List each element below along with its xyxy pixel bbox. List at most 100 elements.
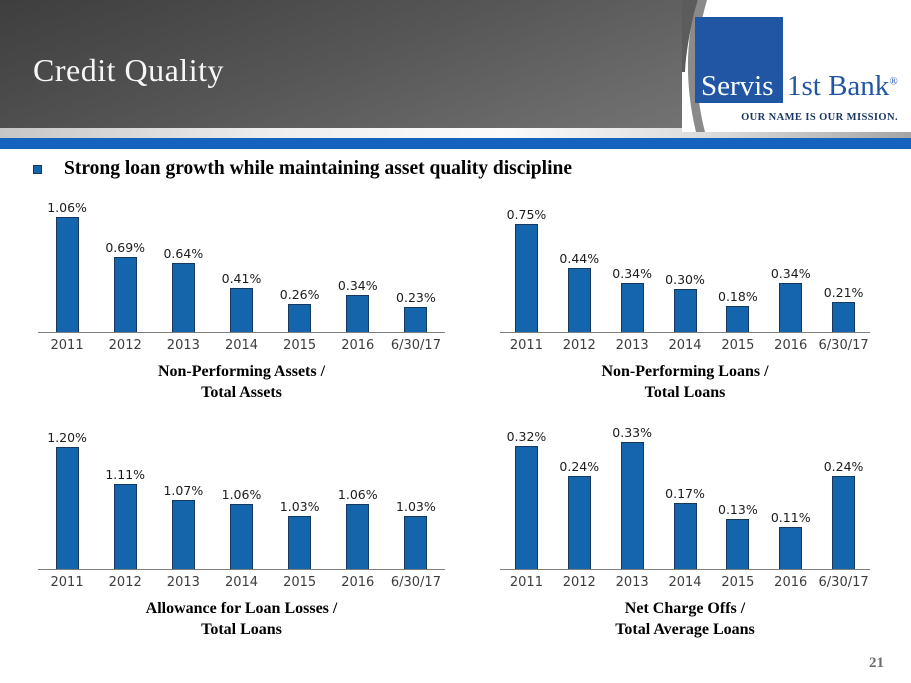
x-axis-tick-label: 2014 <box>668 338 702 353</box>
chart-title: Net Charge Offs / Total Average Loans <box>615 600 755 638</box>
bar-value-label: 1.11% <box>105 466 146 482</box>
bar-column: 0.64% <box>154 246 212 332</box>
bar-column: 0.24% <box>817 459 870 569</box>
bar <box>288 516 312 569</box>
logo-text-servis: Servis <box>701 70 774 102</box>
plot-area: 0.75% 0.44% 0.34% 0.30% 0.18% 0.34% 0.21% <box>500 196 870 333</box>
bar <box>567 476 591 569</box>
bar-value-label: 0.64% <box>163 245 204 261</box>
logo-tagline: OUR NAME IS OUR MISSION. <box>741 112 898 123</box>
x-axis-tick-label: 2011 <box>509 338 543 353</box>
bar-column: 0.18% <box>711 289 764 332</box>
bar <box>620 441 644 569</box>
chart-non-performing-assets: 1.06% 0.69% 0.64% 0.41% 0.26% 0.34% 0.23% 2011… <box>38 196 445 404</box>
x-axis-tick-label: 2012 <box>108 575 142 590</box>
x-axis-tick-label: 2012 <box>562 338 596 353</box>
bar-value-label: 0.11% <box>770 509 811 525</box>
bar <box>726 306 750 332</box>
bar-value-label: 0.23% <box>396 290 436 306</box>
bar <box>404 516 428 569</box>
page-title: Credit Quality <box>33 52 224 88</box>
bar <box>514 223 538 332</box>
bar-value-label: 1.06% <box>337 487 378 502</box>
bar-column: 1.06% <box>212 487 270 569</box>
registered-trademark-icon: ® <box>889 75 898 88</box>
bar <box>113 483 137 569</box>
bar-value-label: 0.34% <box>612 265 652 281</box>
x-axis: 2011 2012 2013 2014 2015 2016 6/30/17 <box>500 333 870 353</box>
bar-column: 0.17% <box>659 486 712 569</box>
bar-value-label: 0.18% <box>718 289 758 304</box>
bar-column: 0.32% <box>500 429 553 569</box>
header-accent-bar <box>0 138 911 149</box>
bar-value-label: 1.07% <box>163 482 204 498</box>
bar-column: 0.34% <box>329 278 387 332</box>
logo-swoosh-icon <box>682 0 707 132</box>
bar <box>779 282 803 332</box>
bar-column: 0.13% <box>711 502 764 569</box>
bar-column: 1.11% <box>96 467 154 569</box>
x-axis-tick-label: 2011 <box>509 575 543 590</box>
bar <box>567 268 591 332</box>
bar-value-label: 0.26% <box>279 286 320 302</box>
bullet-row: Strong loan growth while maintaining ass… <box>33 158 572 180</box>
bar-column: 0.30% <box>659 272 712 332</box>
chart-title: Allowance for Loan Losses / Total Loans <box>145 600 338 638</box>
bar-column: 1.07% <box>154 483 212 569</box>
bar <box>171 262 195 332</box>
bar-value-label: 0.24% <box>559 459 600 475</box>
x-axis-tick-label: 2013 <box>166 575 200 590</box>
bar-value-label: 0.17% <box>665 486 705 502</box>
x-axis-tick-label: 2013 <box>615 338 649 353</box>
bar-column: 0.23% <box>387 290 445 332</box>
x-axis-tick-label: 2016 <box>774 575 808 590</box>
x-axis: 2011 2012 2013 2014 2015 2016 6/30/17 <box>38 570 445 590</box>
x-axis: 2011 2012 2013 2014 2015 2016 6/30/17 <box>38 333 445 353</box>
bar-column: 0.34% <box>764 266 817 332</box>
x-axis-tick-label: 2016 <box>341 338 375 353</box>
bank-logo: Servis 1st Bank® OUR NAME IS OUR MISSION… <box>682 0 911 132</box>
page-number: 21 <box>869 655 884 671</box>
bar-value-label: 0.34% <box>337 278 378 294</box>
bar <box>229 287 253 332</box>
bar-value-label: 0.32% <box>506 428 547 444</box>
bar-column: 0.33% <box>606 425 659 569</box>
logo-blue-square: Servis <box>695 17 783 103</box>
bar-value-label: 0.69% <box>105 240 146 256</box>
chart-allowance-loan-losses: 1.20% 1.11% 1.07% 1.06% 1.03% 1.06% 1.03% 2011… <box>38 426 445 641</box>
x-axis-tick-label: 2013 <box>166 338 200 353</box>
bar-column: 0.11% <box>764 510 817 569</box>
x-axis-tick-label: 2013 <box>615 575 649 590</box>
bar-column: 0.75% <box>500 207 553 332</box>
bar <box>113 257 137 332</box>
bar-column: 0.41% <box>212 271 270 332</box>
bar <box>229 504 253 569</box>
bar-value-label: 1.03% <box>396 499 436 515</box>
chart-title: Non-Performing Assets / Total Assets <box>157 363 326 401</box>
bar <box>55 217 79 332</box>
x-axis-tick-label: 2015 <box>721 575 755 590</box>
x-axis-tick-label: 2011 <box>50 575 84 590</box>
bar <box>346 504 370 569</box>
bar-value-label: 0.13% <box>718 501 758 517</box>
bar-value-label: 0.33% <box>612 424 652 440</box>
x-axis-tick-label: 6/30/17 <box>818 338 869 353</box>
bar-column: 0.69% <box>96 240 154 332</box>
x-axis-tick-label: 2012 <box>108 338 142 353</box>
plot-area: 1.20% 1.11% 1.07% 1.06% 1.03% 1.06% 1.03% <box>38 426 445 570</box>
bar-column: 1.20% <box>38 430 96 569</box>
bar-column: 1.06% <box>38 200 96 332</box>
bar-value-label: 0.24% <box>823 459 864 475</box>
x-axis-tick-label: 2016 <box>341 575 375 590</box>
bar-value-label: 1.06% <box>221 487 262 502</box>
chart-title: Non-Performing Loans / Total Loans <box>601 363 769 401</box>
x-axis-tick-label: 2014 <box>668 575 702 590</box>
x-axis-tick-label: 2015 <box>283 575 317 590</box>
bar-column: 0.34% <box>606 266 659 332</box>
x-axis-tick-label: 6/30/17 <box>390 575 441 590</box>
bar-value-label: 1.03% <box>279 499 320 515</box>
bar-column: 1.06% <box>329 487 387 569</box>
x-axis-tick-label: 2016 <box>774 338 808 353</box>
bar <box>55 447 79 569</box>
x-axis-tick-label: 2014 <box>224 338 259 353</box>
